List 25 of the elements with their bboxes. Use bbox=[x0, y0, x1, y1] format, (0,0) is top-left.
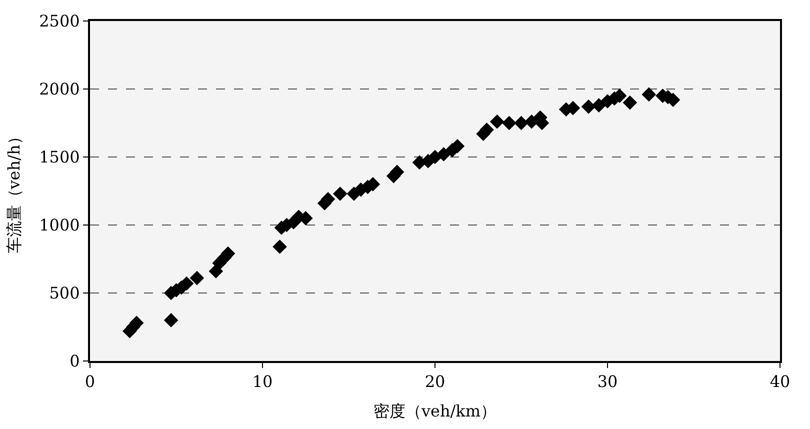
point bbox=[581, 100, 596, 114]
x-tick-label: 30 bbox=[597, 372, 618, 392]
point bbox=[490, 114, 504, 129]
point bbox=[164, 313, 178, 328]
y-tick-label: 500 bbox=[49, 284, 80, 303]
y-tick-label: 1500 bbox=[39, 148, 80, 167]
point bbox=[332, 186, 348, 201]
x-tick-label: 0 bbox=[84, 372, 96, 392]
x-tick-label: 20 bbox=[424, 372, 446, 392]
y-tick-label: 2500 bbox=[39, 12, 80, 31]
x-tick-label: 40 bbox=[770, 372, 790, 392]
x-axis-title: 密度（veh/km） bbox=[373, 401, 497, 420]
y-tick-label: 0 bbox=[70, 352, 80, 371]
y-axis-title: 车流量（veh/h） bbox=[4, 128, 24, 254]
point bbox=[514, 116, 528, 130]
point bbox=[190, 270, 204, 286]
point bbox=[642, 87, 656, 102]
point bbox=[272, 240, 287, 254]
point bbox=[502, 116, 516, 130]
point bbox=[436, 147, 451, 162]
y-tick-label: 2000 bbox=[39, 80, 80, 99]
point bbox=[622, 95, 638, 110]
y-tick-label: 1000 bbox=[39, 216, 80, 235]
point bbox=[592, 98, 606, 112]
x-tick-label: 10 bbox=[252, 372, 273, 392]
